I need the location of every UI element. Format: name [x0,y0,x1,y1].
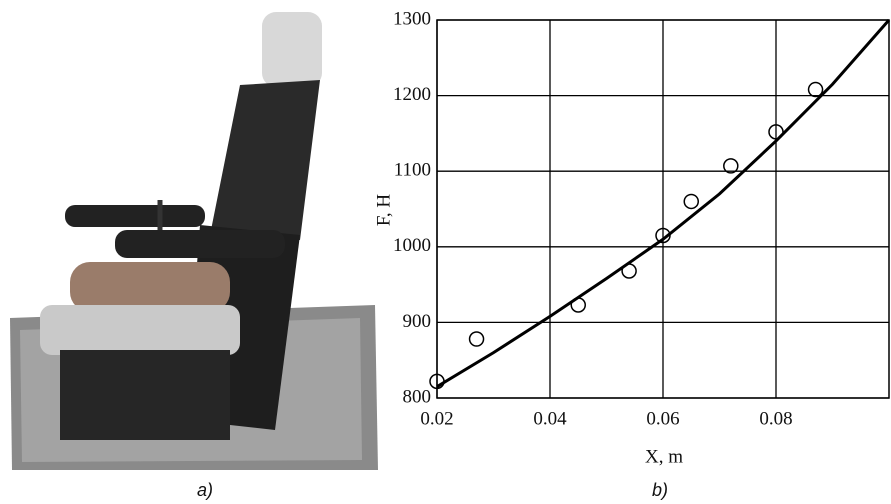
data-point [809,83,823,97]
x-tick-label: 0.04 [533,408,567,429]
x-axis-label: X, m [645,446,683,467]
x-tick-label: 0.08 [759,408,792,429]
figure: a) b) X, m F, H 800 900 1000 1100 1200 1300 0.… [0,0,891,504]
data-point [622,264,636,278]
y-tick-label: 1200 [393,84,431,105]
data-point [684,194,698,208]
y-tick-label: 1000 [393,235,431,256]
y-tick-label: 1100 [394,160,431,181]
data-point [571,298,585,312]
y-tick-label: 900 [403,311,432,332]
x-tick-label: 0.02 [420,408,453,429]
caption: a) [197,480,213,500]
data-point [470,332,484,346]
y-tick-label: 1300 [393,8,431,29]
seat-photo [10,12,378,470]
y-axis-label: F, H [373,194,394,227]
y-tick-label: 800 [403,386,432,407]
x-tick-label: 0.06 [646,408,679,429]
caption: b) [652,480,668,500]
